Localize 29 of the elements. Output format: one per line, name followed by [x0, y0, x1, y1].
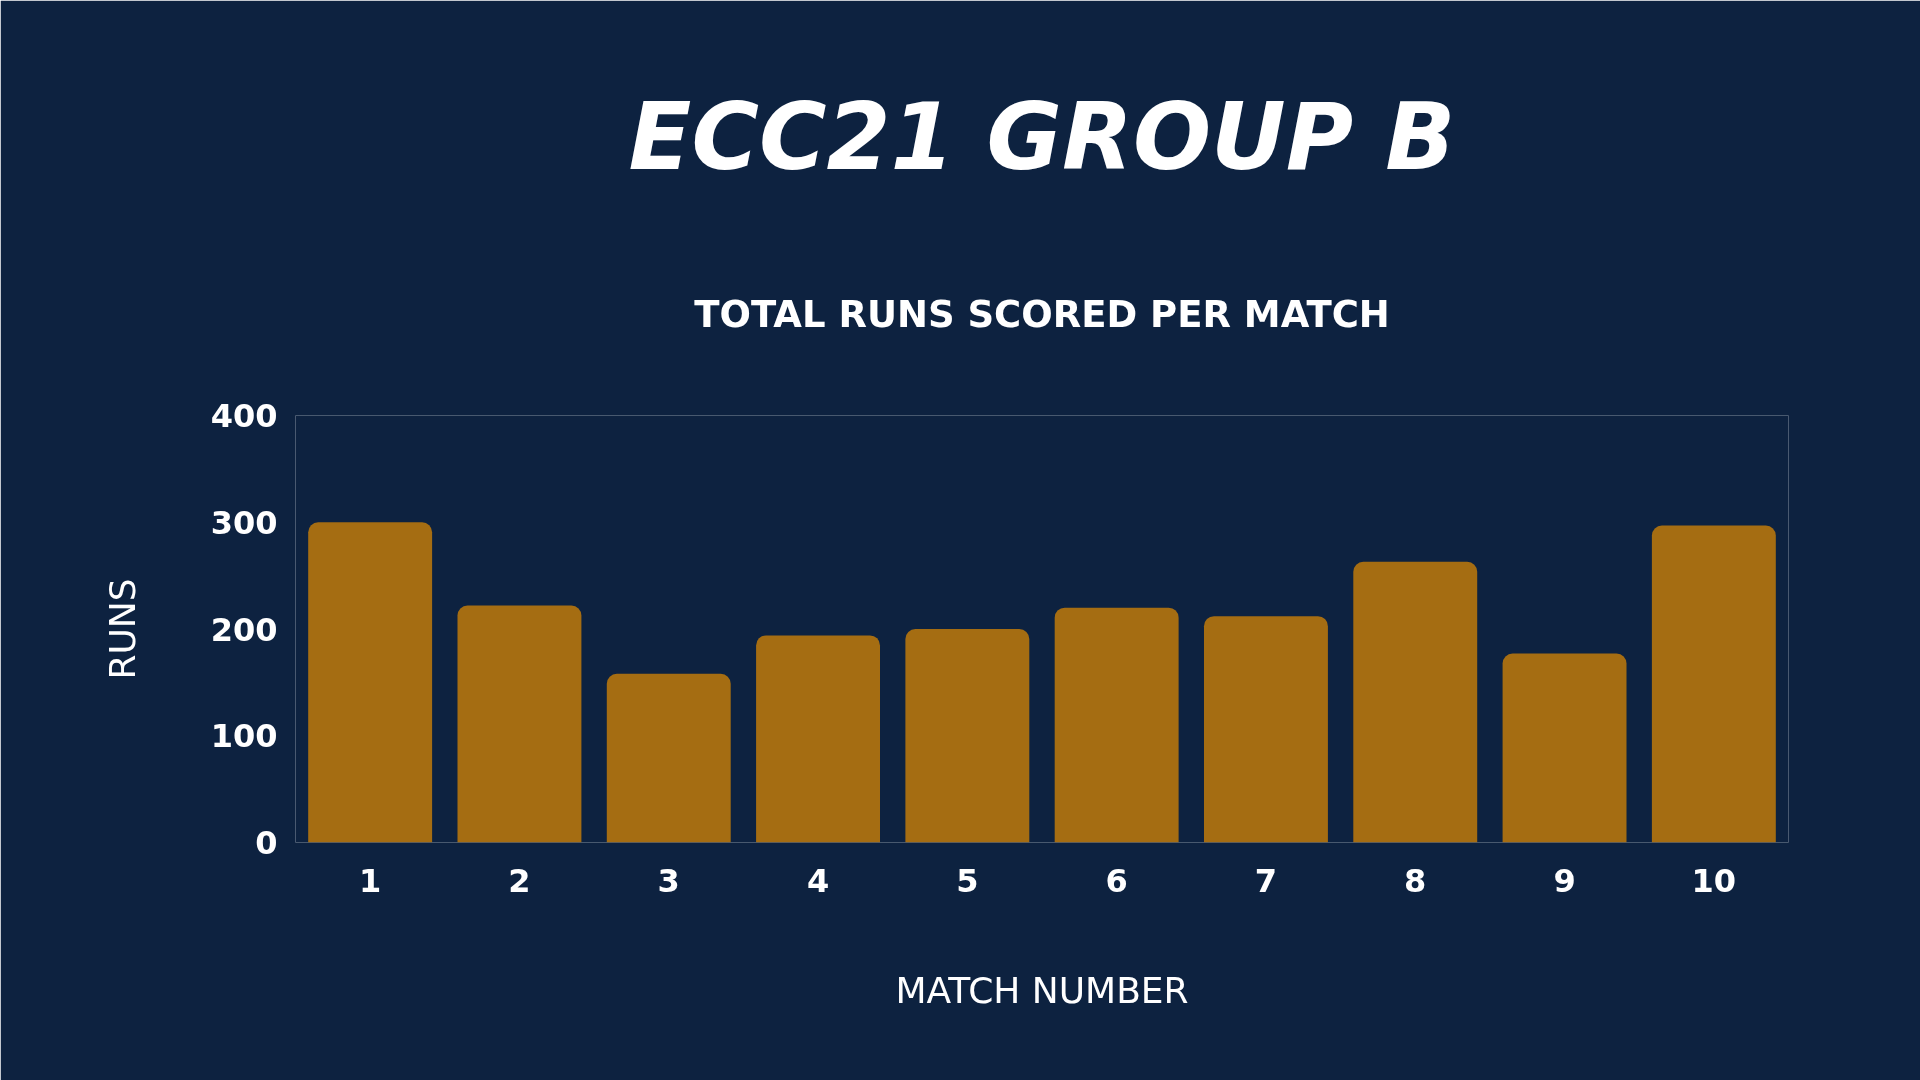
- y-tick-label: 100: [210, 717, 278, 756]
- bar: [1353, 561, 1478, 843]
- bar: [1203, 616, 1328, 843]
- y-tick-label: 0: [255, 824, 278, 862]
- bar: [1054, 607, 1179, 843]
- y-tick-label: 300: [210, 503, 278, 542]
- x-tick-label: 8: [1404, 861, 1427, 900]
- y-tick-label: 400: [210, 397, 278, 435]
- bar: [905, 629, 1030, 843]
- x-tick-label: 7: [1254, 861, 1278, 900]
- x-tick-label: 2: [508, 861, 531, 900]
- y-tick-label: 200: [210, 610, 278, 649]
- bar: [606, 673, 731, 843]
- bar: [1502, 653, 1627, 843]
- x-tick-label: 3: [657, 861, 680, 900]
- chart-subtitle: TOTAL RUNS SCORED PER MATCH: [694, 292, 1390, 336]
- bar: [308, 522, 433, 843]
- bar: [457, 605, 582, 843]
- bar: [1651, 525, 1776, 843]
- bar: [756, 635, 881, 843]
- x-tick-label: 6: [1105, 861, 1128, 900]
- x-tick-label: 10: [1691, 861, 1737, 900]
- x-axis-title: MATCH NUMBER: [895, 969, 1189, 1011]
- x-tick-label: 4: [806, 861, 830, 900]
- y-axis-title: RUNS: [101, 578, 143, 680]
- x-tick-label: 9: [1553, 861, 1576, 900]
- chart-title: ECC21 GROUP B: [628, 83, 1456, 191]
- x-tick-label: 5: [956, 861, 979, 900]
- x-tick-label: 1: [359, 861, 382, 900]
